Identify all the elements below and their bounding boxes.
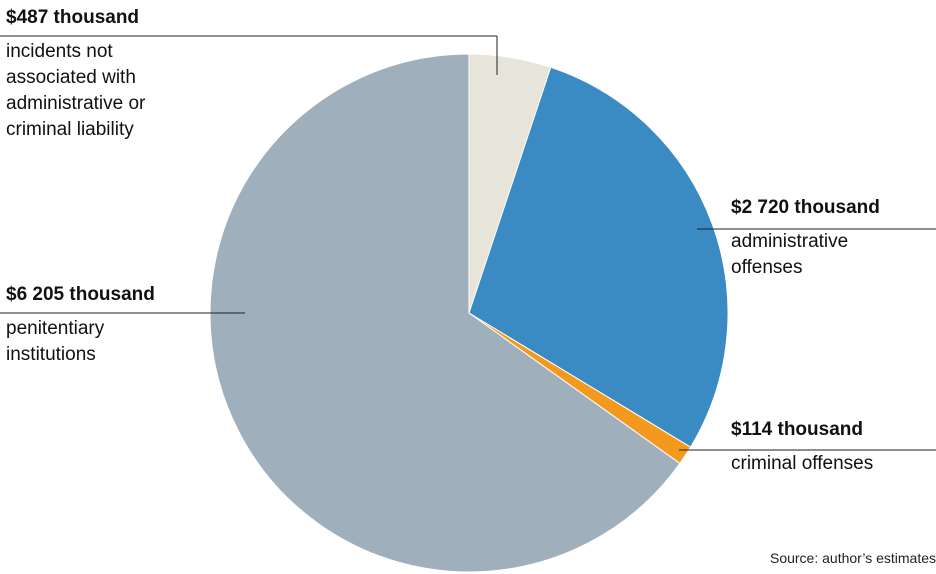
slice-description: criminal offenses	[731, 451, 873, 477]
slice-label: $114 thousand criminal offenses	[731, 417, 873, 477]
slice-description-line: incidents not	[6, 41, 113, 62]
slice-description-line: administrative	[731, 231, 849, 252]
slice-description-line: administrative or	[6, 93, 146, 114]
pie-slice	[209, 53, 681, 573]
source-note: Source: author’s estimates	[769, 550, 936, 566]
slice-description-line: institutions	[6, 344, 96, 365]
slice-label: $2 720 thousand administrative offenses	[731, 195, 880, 281]
slice-value-label: $487 thousand	[6, 7, 140, 28]
slice-description: administrative offenses	[731, 229, 880, 281]
slice-description: penitentiary institutions	[6, 316, 155, 368]
slice-description-line: associated with	[6, 67, 136, 88]
slice-description-line: offenses	[731, 257, 803, 278]
slice-value-label: $6 205 thousand	[6, 284, 155, 305]
pie-slices	[209, 53, 729, 573]
slice-description: incidents not associated with administrati…	[6, 39, 145, 143]
slice-value-label: $2 720 thousand	[731, 197, 880, 218]
slice-description-line: criminal offenses	[731, 453, 874, 474]
slice-label: $6 205 thousand penitentiary institutions	[6, 282, 155, 368]
slice-label: $487 thousand incidents not associated wit…	[6, 5, 145, 143]
slice-description-line: criminal liability	[6, 119, 134, 140]
slice-description-line: penitentiary	[6, 318, 105, 339]
leader-lines	[0, 35, 936, 451]
slice-value-label: $114 thousand	[731, 419, 863, 440]
